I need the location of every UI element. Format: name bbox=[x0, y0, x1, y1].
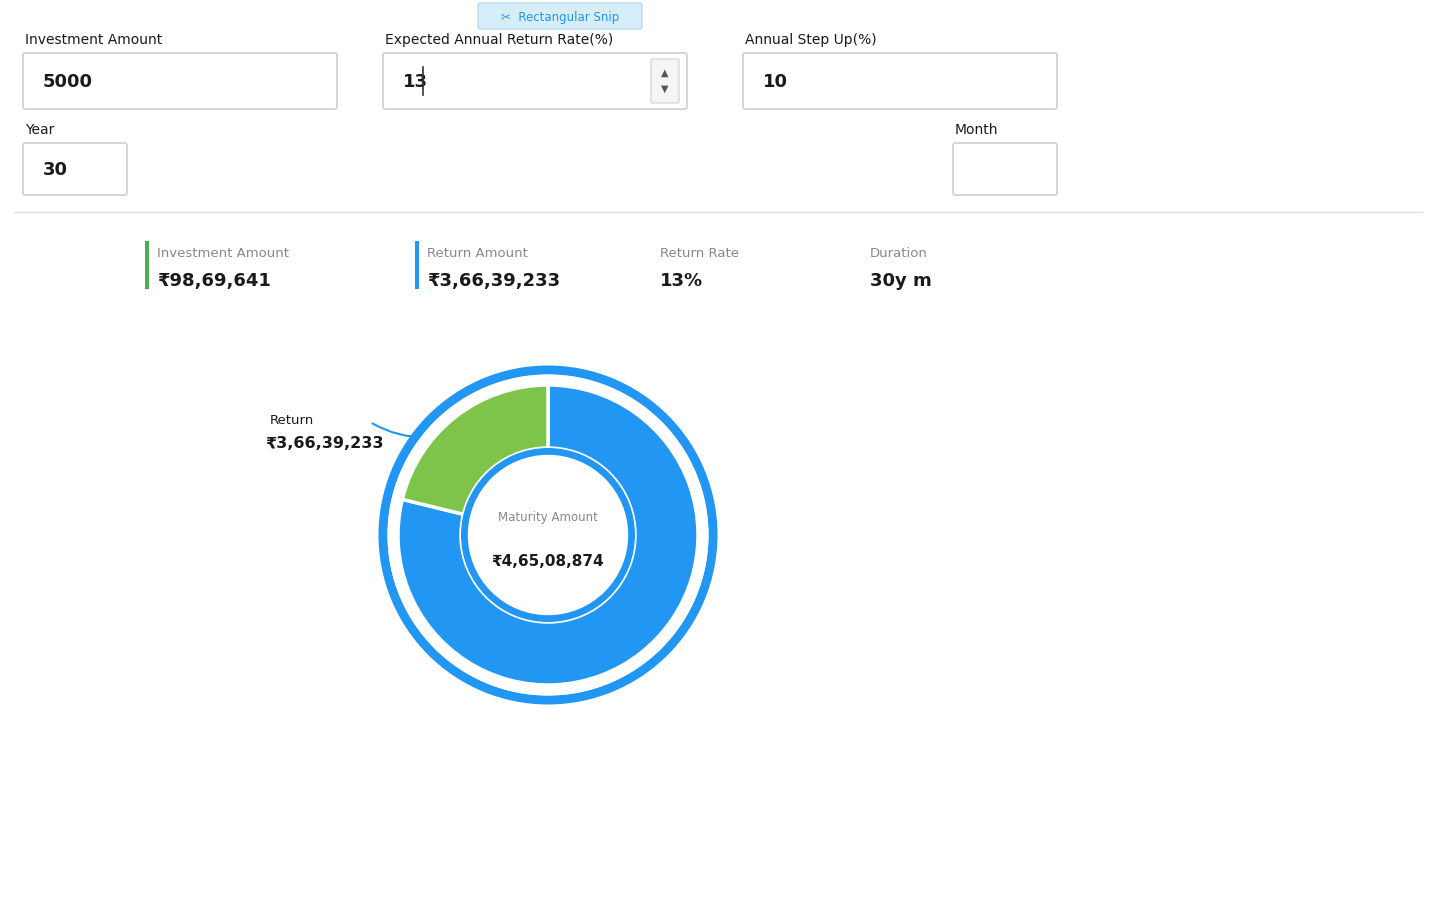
Circle shape bbox=[464, 451, 632, 619]
Text: Return: Return bbox=[270, 413, 314, 427]
FancyBboxPatch shape bbox=[23, 143, 126, 195]
FancyBboxPatch shape bbox=[478, 3, 642, 29]
Text: Return Rate: Return Rate bbox=[661, 247, 740, 260]
Text: ₹3,66,39,233: ₹3,66,39,233 bbox=[426, 272, 560, 290]
Wedge shape bbox=[461, 448, 635, 622]
Text: 30: 30 bbox=[43, 161, 67, 179]
FancyBboxPatch shape bbox=[383, 53, 686, 109]
FancyBboxPatch shape bbox=[651, 59, 679, 103]
Text: Month: Month bbox=[955, 123, 998, 137]
Text: 10: 10 bbox=[763, 73, 788, 91]
Wedge shape bbox=[398, 385, 698, 685]
Text: 13%: 13% bbox=[661, 272, 704, 290]
FancyBboxPatch shape bbox=[954, 143, 1057, 195]
Wedge shape bbox=[379, 365, 718, 704]
Text: Investment Amount: Investment Amount bbox=[24, 33, 162, 47]
Bar bbox=[145, 241, 149, 289]
Text: ₹3,66,39,233: ₹3,66,39,233 bbox=[266, 435, 383, 451]
Wedge shape bbox=[388, 375, 708, 695]
FancyBboxPatch shape bbox=[742, 53, 1057, 109]
Text: 30y m: 30y m bbox=[870, 272, 932, 290]
Bar bbox=[415, 241, 419, 289]
Text: Year: Year bbox=[24, 123, 55, 137]
Text: Annual Step Up(%): Annual Step Up(%) bbox=[745, 33, 876, 47]
Text: ▲: ▲ bbox=[661, 68, 669, 78]
Text: ▼: ▼ bbox=[661, 84, 669, 94]
Circle shape bbox=[468, 455, 628, 615]
Text: ₹4,65,08,874: ₹4,65,08,874 bbox=[491, 554, 605, 570]
Text: Expected Annual Return Rate(%): Expected Annual Return Rate(%) bbox=[385, 33, 613, 47]
Text: Duration: Duration bbox=[870, 247, 928, 260]
Text: ✂  Rectangular Snip: ✂ Rectangular Snip bbox=[501, 10, 619, 24]
Text: ₹98,69,641: ₹98,69,641 bbox=[157, 272, 271, 290]
Wedge shape bbox=[402, 385, 549, 514]
FancyBboxPatch shape bbox=[23, 53, 337, 109]
Text: 5000: 5000 bbox=[43, 73, 93, 91]
Text: Investment Amount: Investment Amount bbox=[157, 247, 289, 260]
Text: 13: 13 bbox=[404, 73, 428, 91]
Text: Return Amount: Return Amount bbox=[426, 247, 528, 260]
Text: Maturity Amount: Maturity Amount bbox=[498, 510, 597, 524]
